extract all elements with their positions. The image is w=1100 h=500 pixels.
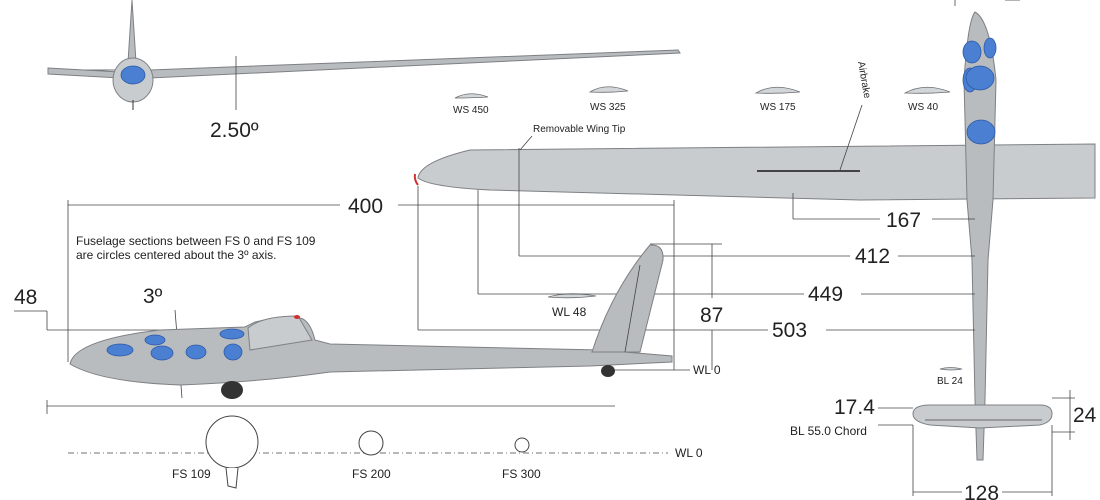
label-ws40: WS 40 (908, 102, 938, 113)
airfoil-ws40 (903, 86, 951, 94)
label-ws325: WS 325 (590, 102, 626, 113)
main-wheel (221, 381, 243, 399)
airfoil-bl24 (939, 367, 963, 371)
dim-17-4: 17.4 (834, 396, 875, 419)
front-left-wing (47, 67, 121, 79)
airfoil-sections: WS 450 WS 325 WS 175 WS 40 WL 48 BL 24 (453, 86, 963, 387)
section-fs200 (358, 430, 384, 456)
airbrake-leader (839, 104, 863, 171)
sections-wl0-label: WL 0 (675, 446, 703, 460)
label-bl24: BL 24 (937, 376, 963, 387)
plan-canopy (965, 65, 995, 91)
label-ws175: WS 175 (760, 102, 796, 113)
section-fs109-wheel (225, 467, 239, 489)
dim-167: 167 (886, 209, 921, 232)
tail-wheel (601, 365, 615, 377)
plan-window-4 (966, 119, 996, 145)
angle-3-deg: 3º (143, 285, 163, 308)
dim-449: 449 (808, 283, 843, 306)
label-fs300: FS 300 (502, 467, 541, 481)
wing-tip-leader (519, 135, 533, 151)
plan-window-2 (983, 37, 997, 59)
side-window-6 (219, 328, 245, 340)
label-ws450: WS 450 (453, 105, 489, 116)
airfoil-ws450 (454, 93, 489, 99)
fuselage-note-line2: are circles centered about the 3º axis. (76, 248, 277, 262)
dihedral-label: 2.50º (210, 119, 259, 142)
side-fin (591, 244, 664, 353)
section-fs300 (514, 437, 530, 453)
label-bl55-chord: BL 55.0 Chord (790, 424, 867, 438)
side-view: 400 Fuselage sections between FS 0 and F… (14, 195, 723, 414)
front-view: 2.50º (47, 0, 681, 142)
side-window-4 (223, 343, 243, 361)
label-removable-wing-tip: Removable Wing Tip (533, 124, 626, 135)
section-fs109 (205, 415, 259, 469)
side-window-2 (150, 345, 174, 361)
fuselage-sections: FS 109 FS 200 FS 300 WL 0 (68, 415, 703, 489)
wl0-side-label: WL 0 (693, 363, 721, 377)
front-canopy-window (120, 65, 146, 85)
airfoil-ws175 (754, 86, 801, 94)
label-fs109: FS 109 (172, 467, 211, 481)
side-canopy-tip (294, 315, 300, 319)
side-canopy (247, 315, 313, 351)
rudder-hinge (624, 264, 641, 353)
tail-plan: 17.4 BL 55.0 Chord 24 128 (790, 390, 1097, 500)
plan-wing (417, 143, 1096, 201)
label-airbrake: Airbrake (855, 61, 872, 100)
dim-400: 400 (348, 195, 383, 218)
side-window-3 (185, 344, 207, 360)
dim-48: 48 (14, 286, 37, 309)
plan-window-1 (962, 40, 982, 64)
dim-24: 24 (1073, 404, 1097, 427)
wing-tip-marker (413, 173, 419, 186)
label-fs200: FS 200 (352, 467, 391, 481)
side-window-5 (144, 334, 166, 346)
front-fin (127, 0, 137, 63)
label-wl48: WL 48 (552, 305, 587, 319)
airfoil-wl48 (547, 293, 597, 299)
fuselage-note-line1: Fuselage sections between FS 0 and FS 10… (76, 234, 316, 248)
dim-503: 503 (772, 319, 807, 342)
horizontal-tail (912, 404, 1053, 429)
side-window-1 (106, 343, 134, 357)
dim-87: 87 (700, 304, 723, 327)
plan-view: Removable Wing Tip Airbrake 167 412 449 … (413, 0, 1096, 461)
front-right-wing (149, 49, 681, 79)
airfoil-ws325 (588, 86, 629, 93)
dim-412: 412 (855, 245, 890, 268)
dim-128: 128 (964, 482, 999, 500)
